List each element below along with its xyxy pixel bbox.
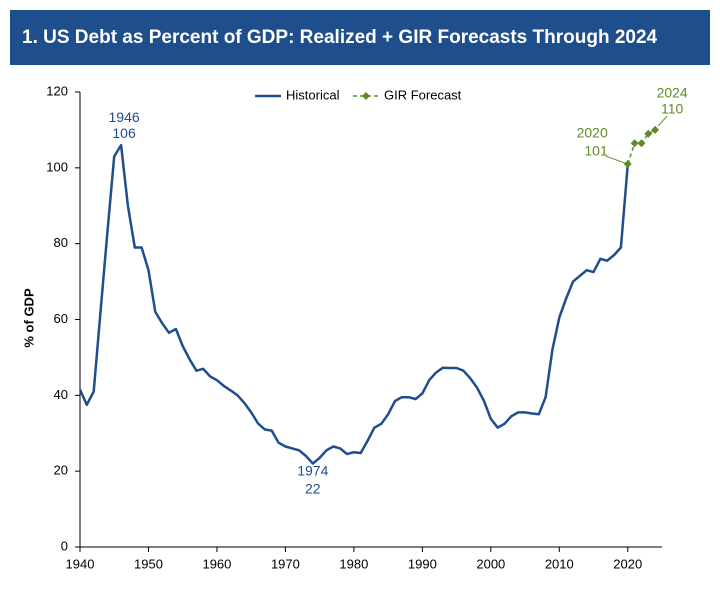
data-point bbox=[644, 129, 653, 138]
annotation-year: 2024 bbox=[657, 85, 688, 101]
chart-title: 1. US Debt as Percent of GDP: Realized +… bbox=[22, 27, 658, 48]
x-tick-label: 1970 bbox=[271, 556, 300, 571]
y-tick-label: 120 bbox=[46, 83, 68, 98]
x-tick-label: 1980 bbox=[339, 556, 368, 571]
annotation-value: 101 bbox=[584, 143, 608, 159]
data-point bbox=[637, 139, 646, 148]
data-point bbox=[651, 125, 660, 134]
annotation-value: 110 bbox=[661, 101, 684, 117]
annotation-year: 2020 bbox=[577, 125, 608, 141]
y-tick-label: 60 bbox=[54, 311, 68, 326]
legend-label: GIR Forecast bbox=[384, 87, 462, 102]
y-axis-label: % of GDP bbox=[21, 288, 36, 348]
y-tick-label: 0 bbox=[61, 538, 68, 553]
annotation-year: 1946 bbox=[109, 109, 140, 125]
title-banner bbox=[10, 10, 710, 65]
y-tick-label: 80 bbox=[54, 235, 68, 250]
annotation-leader bbox=[657, 115, 668, 127]
annotation-leader bbox=[605, 155, 625, 164]
x-tick-label: 1960 bbox=[202, 556, 231, 571]
y-tick-label: 20 bbox=[54, 463, 68, 478]
legend-label: Historical bbox=[286, 87, 340, 102]
legend-marker bbox=[362, 92, 370, 100]
series-line bbox=[78, 143, 630, 465]
x-tick-label: 1990 bbox=[408, 556, 437, 571]
data-point bbox=[623, 160, 632, 169]
data-point bbox=[630, 139, 639, 148]
x-tick-label: 2020 bbox=[613, 556, 642, 571]
annotation-year: 1974 bbox=[297, 462, 328, 478]
x-tick-label: 2010 bbox=[545, 556, 574, 571]
y-tick-label: 100 bbox=[46, 159, 68, 174]
y-tick-label: 40 bbox=[54, 387, 68, 402]
annotation-value: 22 bbox=[305, 480, 321, 496]
x-tick-label: 1950 bbox=[134, 556, 163, 571]
x-tick-label: 2000 bbox=[476, 556, 505, 571]
annotation-value: 106 bbox=[112, 125, 136, 141]
x-tick-label: 1940 bbox=[66, 556, 95, 571]
